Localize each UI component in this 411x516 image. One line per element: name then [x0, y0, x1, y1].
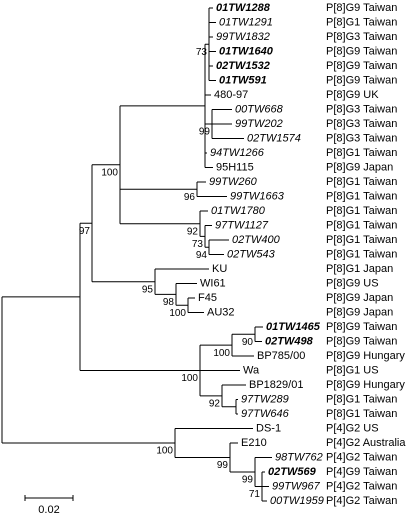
bootstrap-value: 100	[169, 308, 186, 319]
leaf-name: 00TW1959	[270, 495, 324, 507]
leaf-name: 02TW543	[227, 248, 276, 260]
leaf-name: 97TW1127	[215, 219, 269, 231]
genotype-label: P[8]G9 Japan	[326, 292, 393, 304]
genotype-label: P[8]G3 Taiwan	[326, 118, 397, 130]
genotype-label: P[4]G2 Australia	[326, 437, 406, 449]
leaf-name: DS-1	[256, 422, 281, 434]
leaf-name: 00TW668	[235, 103, 284, 115]
genotype-label: P[8]G9 Taiwan	[326, 2, 397, 14]
leaf-name: 02TW498	[265, 335, 314, 347]
genotype-label: P[8]G1 Taiwan	[326, 190, 397, 202]
bootstrap-value: 100	[101, 167, 118, 178]
leaf-name: 02TW569	[268, 466, 317, 478]
leaf-name: 01TW1465	[266, 321, 321, 333]
bootstrap-value: 92	[187, 226, 199, 237]
genotype-label: P[8]G9 Hungary	[326, 350, 405, 362]
genotype-label: P[8]G9 Taiwan	[326, 321, 397, 333]
genotype-label: P[8]G9 Japan	[326, 306, 393, 318]
genotype-label: P[8]G9 UK	[326, 89, 379, 101]
genotype-label: P[8]G9 Taiwan	[326, 335, 397, 347]
leaf-name: AU32	[207, 306, 235, 318]
bootstrap-value: 90	[242, 337, 254, 348]
genotype-label: P[4]G2 Taiwan	[326, 480, 397, 492]
bootstrap-value: 98	[163, 297, 175, 308]
leaf-name: 01TW1640	[219, 45, 274, 57]
leaf-name: WI61	[200, 277, 226, 289]
leaf-name: 02TW1532	[216, 60, 270, 72]
genotype-label: P[8]G1 Taiwan	[326, 205, 397, 217]
bootstrap-value: 95	[142, 284, 154, 295]
leaf-name: 02TW400	[232, 234, 281, 246]
genotype-label: P[8]G9 Japan	[326, 161, 393, 173]
bootstrap-value: 97	[79, 226, 91, 237]
leaf-name: 99TW1663	[230, 190, 285, 202]
genotype-label: P[4]G2 Taiwan	[326, 495, 397, 507]
genotype-label: P[8]G1 Taiwan	[326, 16, 397, 28]
leaf-name: 01TW1291	[219, 16, 273, 28]
leaf-name: BP785/00	[257, 350, 305, 362]
leaf-name: Wa	[243, 364, 260, 376]
genotype-label: P[8]G3 Taiwan	[326, 31, 397, 43]
genotype-label: P[8]G1 Taiwan	[326, 408, 397, 420]
leaf-name: 480-97	[214, 89, 248, 101]
genotype-label: P[8]G9 Hungary	[326, 379, 405, 391]
leaf-name: 94TW1266	[210, 147, 265, 159]
leaf-name: 98TW762	[275, 451, 323, 463]
leaf-name: 99TW202	[235, 118, 283, 130]
leaf-name: 97TW646	[241, 408, 290, 420]
bootstrap-value: 92	[209, 399, 221, 410]
genotype-label: P[8]G9 Taiwan	[326, 45, 397, 57]
leaf-name: F45	[198, 292, 217, 304]
genotype-label: P[8]G1 Taiwan	[326, 176, 397, 188]
bootstrap-value: 94	[196, 250, 208, 261]
leaf-name: E210	[241, 437, 267, 449]
genotype-label: P[8]G1 Taiwan	[326, 248, 397, 260]
genotype-label: P[4]G9 Taiwan	[326, 466, 397, 478]
leaf-name: 99TW967	[272, 480, 321, 492]
leaf-name: 99TW260	[209, 176, 258, 188]
genotype-label: P[8]G1 Taiwan	[326, 234, 397, 246]
leaf-name: BP1829/01	[249, 379, 303, 391]
leaf-name: 01TW591	[219, 74, 267, 86]
genotype-label: P[8]G9 Taiwan	[326, 60, 397, 72]
genotype-label: P[8]G1 Taiwan	[326, 219, 397, 231]
genotype-label: P[4]G2 Taiwan	[326, 451, 397, 463]
bootstrap-value: 100	[181, 373, 198, 384]
genotype-label: P[8]G3 Taiwan	[326, 132, 397, 144]
genotype-label: P[8]G9 US	[326, 277, 379, 289]
genotype-label: P[4]G2 US	[326, 422, 379, 434]
leaf-name: 95H115	[216, 161, 254, 173]
bootstrap-value: 71	[249, 489, 261, 500]
genotype-label: P[8]G1 Taiwan	[326, 147, 397, 159]
bootstrap-value: 73	[192, 239, 204, 250]
leaf-name: 01TW1288	[216, 2, 271, 14]
genotype-label: P[8]G9 Taiwan	[326, 74, 397, 86]
leaf-name: KU	[212, 263, 227, 275]
leaf-name: 99TW1832	[216, 31, 270, 43]
genotype-label: P[8]G1 Taiwan	[326, 393, 397, 405]
leaf-name: 97TW289	[241, 393, 289, 405]
scale-label: 0.02	[38, 504, 59, 516]
bootstrap-value: 73	[196, 47, 208, 58]
bootstrap-value: 99	[217, 460, 229, 471]
genotype-label: P[8]G3 Taiwan	[326, 103, 397, 115]
genotype-label: P[8]G1 US	[326, 364, 379, 376]
bootstrap-value: 99	[242, 475, 254, 486]
leaf-name: 01TW1780	[211, 205, 266, 217]
leaf-name: 02TW1574	[247, 132, 301, 144]
bootstrap-value: 100	[156, 446, 173, 457]
bootstrap-value: 96	[184, 192, 196, 203]
bootstrap-value: 100	[213, 348, 230, 359]
genotype-label: P[8]G1 Japan	[326, 263, 393, 275]
